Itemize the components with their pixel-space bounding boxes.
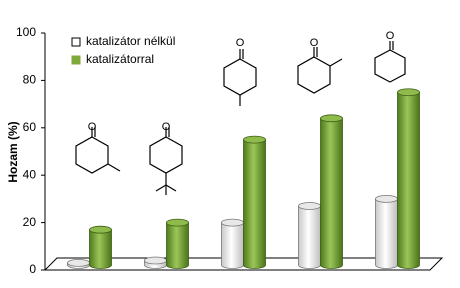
y-tick-label: 80 bbox=[23, 73, 37, 87]
bar bbox=[298, 202, 321, 269]
bar bbox=[166, 218, 189, 269]
bar bbox=[221, 218, 244, 269]
y-tick-label: 40 bbox=[23, 167, 37, 181]
molecule bbox=[374, 41, 406, 83]
legend-marker bbox=[71, 55, 81, 65]
bar bbox=[67, 258, 90, 269]
atom-label: O bbox=[236, 37, 245, 49]
bar bbox=[320, 114, 343, 269]
y-axis-title: Hozam (%) bbox=[6, 121, 20, 182]
bar bbox=[375, 194, 398, 269]
atom-label: O bbox=[386, 30, 395, 42]
bar bbox=[397, 88, 420, 269]
legend-marker bbox=[71, 37, 81, 47]
bar bbox=[243, 135, 266, 269]
bar bbox=[144, 256, 167, 269]
molecule bbox=[149, 127, 183, 195]
atom-label: O bbox=[310, 37, 319, 49]
atom-label: O bbox=[88, 121, 97, 133]
y-tick-label: 0 bbox=[29, 262, 36, 276]
y-tick-label: 60 bbox=[23, 120, 37, 134]
molecule bbox=[75, 127, 121, 174]
atom-label: O bbox=[162, 121, 171, 133]
y-tick-label: 100 bbox=[16, 25, 36, 39]
legend-label: katalizátor nélkül bbox=[86, 34, 175, 48]
molecule bbox=[297, 47, 343, 94]
y-tick-label: 20 bbox=[23, 215, 37, 229]
bar bbox=[89, 225, 112, 269]
molecule bbox=[223, 49, 257, 106]
legend-label: katalizátorral bbox=[86, 52, 154, 66]
